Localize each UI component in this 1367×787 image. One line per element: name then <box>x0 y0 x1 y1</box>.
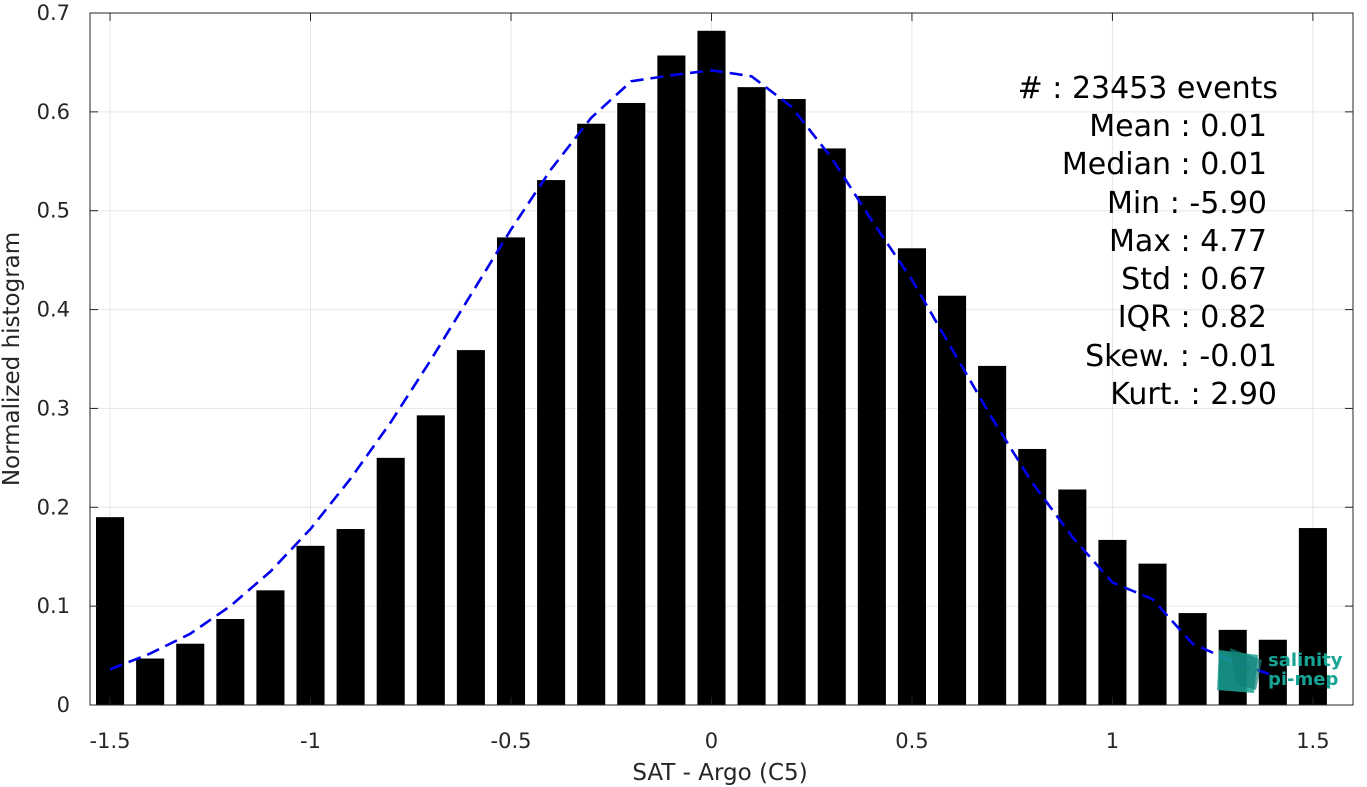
stat-max: Max : 4.77 <box>1109 224 1267 259</box>
histogram-bar <box>256 590 285 705</box>
histogram-bar <box>496 237 526 706</box>
histogram-bar <box>1018 448 1047 705</box>
histogram-bar <box>817 148 846 706</box>
histogram-bar <box>176 643 205 705</box>
x-tick-label: 0.5 <box>895 729 928 753</box>
histogram-bar <box>416 415 445 705</box>
y-tick-label: 0.1 <box>37 594 70 618</box>
plot-frame <box>89 12 1354 706</box>
x-tick-label: -1.5 <box>90 729 131 753</box>
histogram-bar <box>697 30 726 705</box>
histogram-bar <box>537 180 566 705</box>
x-tick-label: -0.5 <box>491 729 532 753</box>
x-tick-labels: -1.5 -1 -0.5 0 0.5 1 1.5 <box>90 729 1330 753</box>
histogram-bar <box>336 529 365 705</box>
axis-ticks <box>90 12 1353 706</box>
histogram-bar <box>577 123 606 706</box>
stat-median: Median : 0.01 <box>1062 147 1267 182</box>
y-tick-label: 0.3 <box>37 396 70 420</box>
histogram-bar <box>978 365 1007 705</box>
y-tick-label: 0.2 <box>37 495 70 519</box>
stat-std: Std : 0.67 <box>1121 262 1267 297</box>
x-tick-label: 0 <box>705 729 718 753</box>
histogram-bars <box>96 30 1327 706</box>
y-tick-label: 0.6 <box>37 100 70 124</box>
stat-iqr: IQR : 0.82 <box>1118 300 1267 335</box>
histogram-bar <box>96 517 125 705</box>
y-tick-labels: 0 0.1 0.2 0.3 0.4 0.5 0.6 0.7 <box>37 1 70 717</box>
logo-line1: salinity <box>1268 650 1343 671</box>
stat-min: Min : -5.90 <box>1107 186 1267 221</box>
y-tick-label: 0.7 <box>37 1 70 25</box>
y-tick-label: 0.5 <box>37 199 70 223</box>
stats-box: # : 23453 events Mean : 0.01 Median : 0.… <box>1018 71 1278 412</box>
y-axis-label: Normalized histogram <box>0 232 25 486</box>
histogram-bar <box>657 55 686 706</box>
histogram-bar <box>1098 539 1127 705</box>
histogram-bar <box>136 658 165 705</box>
logo-line2: pi-mep <box>1268 669 1338 690</box>
x-tick-label: 1 <box>1106 729 1119 753</box>
x-tick-label: 1.5 <box>1296 729 1329 753</box>
histogram-bar <box>456 350 485 705</box>
y-tick-label: 0 <box>57 693 70 717</box>
histogram-bar <box>897 248 926 705</box>
logo-shape-icon <box>1230 648 1262 690</box>
histogram-bar <box>777 99 806 705</box>
fit-curve <box>109 68 1274 677</box>
histogram-bar <box>617 102 646 705</box>
histogram-bar <box>1178 613 1207 705</box>
stat-count: # : 23453 events <box>1018 71 1278 106</box>
histogram-bar <box>376 457 405 705</box>
histogram-bar <box>1298 528 1327 705</box>
histogram-bar <box>938 295 967 705</box>
y-tick-label: 0.4 <box>37 298 70 322</box>
histogram-bar <box>737 87 766 705</box>
histogram-bar <box>296 545 325 705</box>
x-tick-label: -1 <box>300 729 321 753</box>
stat-kurt: Kurt. : 2.90 <box>1110 377 1277 412</box>
salinity-pimep-logo: salinity pi-mep <box>1217 648 1343 693</box>
stat-mean: Mean : 0.01 <box>1089 109 1267 144</box>
x-axis-label: SAT - Argo (C5) <box>632 760 807 786</box>
histogram-bar <box>216 618 245 705</box>
stat-skew: Skew. : -0.01 <box>1085 339 1277 374</box>
histogram-bar <box>857 195 886 705</box>
histogram-bar <box>1138 563 1167 705</box>
